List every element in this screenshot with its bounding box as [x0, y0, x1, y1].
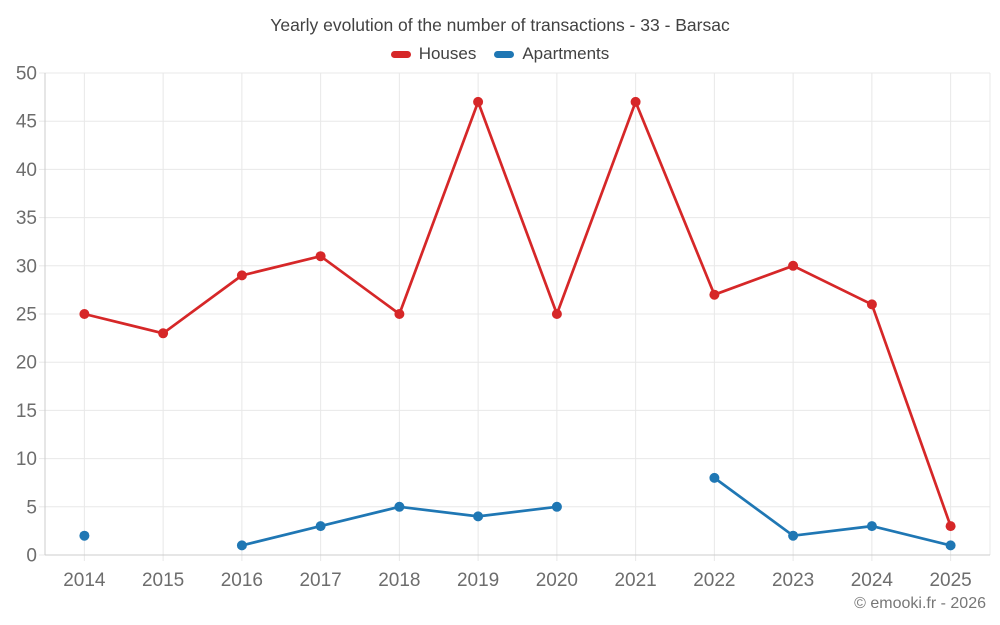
apartments-line: [240, 476, 952, 547]
houses-point-2018: [394, 309, 405, 319]
apartments-point-2018: [394, 501, 405, 512]
y-tick-label: 0: [26, 546, 37, 567]
y-tick-label: 45: [16, 112, 37, 133]
apartments-point-2023: [788, 530, 799, 541]
apartments-point-2025: [945, 540, 956, 551]
y-tick-label: 10: [16, 449, 37, 470]
apartments-legend-swatch-icon: [494, 50, 515, 58]
houses-point-2019: [473, 96, 484, 107]
houses-legend-swatch-icon: [390, 50, 411, 58]
x-tick-label: 2022: [693, 570, 735, 591]
apartments-point-2014: [79, 530, 90, 541]
apartments-point-2017: [315, 521, 326, 532]
apartments-series: [79, 472, 956, 551]
apartments-point-2024: [866, 521, 877, 532]
apartments-point-2022: [709, 472, 720, 483]
houses-point-2024: [866, 299, 877, 310]
x-tick-label: 2021: [614, 570, 656, 591]
legend-label-houses: Houses: [418, 44, 477, 63]
houses-point-2023: [788, 260, 799, 271]
y-tick-label: 5: [26, 497, 37, 518]
legend-item-houses[interactable]: Houses: [390, 44, 477, 64]
y-tick-label: 40: [16, 160, 37, 181]
houses-point-2015: [158, 328, 169, 339]
houses-line: [83, 100, 952, 528]
y-tick-label: 15: [16, 401, 37, 422]
x-tick-label: 2018: [378, 570, 420, 591]
x-tick-label: 2015: [142, 570, 184, 591]
legend-label-apartments: Apartments: [522, 44, 610, 63]
chart-legend: Houses Apartments: [0, 44, 1000, 64]
legend-item-apartments[interactable]: Apartments: [494, 44, 609, 64]
apartments-point-2016: [236, 540, 247, 551]
x-grid: 2014 2015 2016 2017 2018 2019 2020 2021 2022 2023…: [63, 73, 991, 591]
x-tick-label: 2024: [851, 570, 894, 591]
houses-point-2016: [236, 270, 247, 281]
x-tick-label: 2016: [221, 570, 263, 591]
y-tick-label: 50: [16, 64, 37, 85]
houses-point-2022: [709, 289, 720, 300]
x-tick-label: 2014: [63, 570, 106, 591]
x-tick-label: 2020: [536, 570, 578, 591]
y-tick-label: 30: [16, 256, 37, 277]
houses-point-2025: [945, 521, 956, 532]
x-tick-label: 2017: [299, 570, 341, 591]
y-grid: 0 5 10 15 20 25 30 35 40 45 50: [16, 64, 990, 567]
y-tick-label: 25: [16, 305, 37, 326]
apartments-point-2019: [473, 511, 484, 522]
houses-series: [79, 96, 956, 532]
houses-point-2017: [315, 251, 326, 262]
x-tick-label: 2019: [457, 570, 499, 591]
houses-point-2021: [630, 96, 641, 107]
houses-point-2014: [79, 309, 90, 319]
x-tick-label: 2025: [929, 570, 971, 591]
y-tick-label: 20: [16, 353, 37, 374]
chart-title: Yearly evolution of the number of transa…: [270, 15, 730, 35]
x-tick-label: 2023: [772, 570, 814, 591]
apartments-point-2020: [551, 501, 562, 512]
houses-point-2020: [551, 309, 562, 319]
copyright-watermark: © emooki.fr - 2026: [854, 595, 986, 612]
y-tick-label: 35: [16, 208, 37, 229]
